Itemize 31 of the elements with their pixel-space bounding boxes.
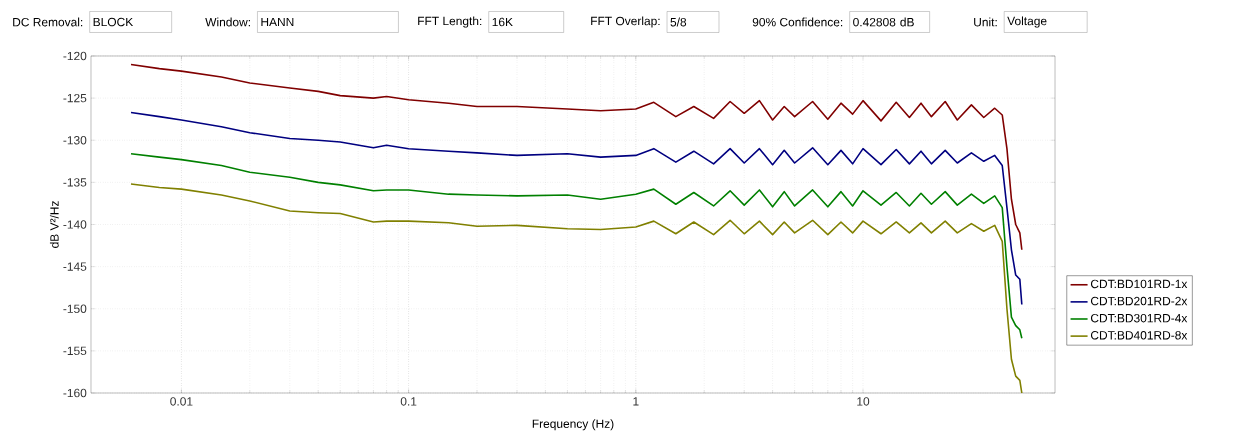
text: BLOCK [93, 17, 134, 27]
text: 90% Confidence: [752, 17, 843, 27]
x-tick-label: 0.01 [170, 397, 193, 406]
y-tick-label: -130 [63, 136, 87, 145]
text: Voltage [1007, 16, 1047, 28]
text: Window: [205, 17, 250, 27]
text: DC Removal: [13, 17, 83, 27]
text: 5/8 [670, 17, 687, 27]
y-tick-label: -160 [63, 388, 87, 398]
x-tick-label: 0.1 [400, 397, 417, 406]
text: FFT Overlap: [591, 16, 660, 28]
legend-label: CDT:BD201RD-2x [1090, 296, 1188, 306]
y-tick-label: -140 [63, 220, 87, 229]
y-tick-label: -135 [63, 178, 87, 187]
y-tick-label: -145 [63, 262, 87, 271]
y-tick-label: -155 [63, 346, 87, 356]
y-tick-label: -120 [63, 51, 87, 61]
text: 16K [492, 17, 513, 27]
y-tick-label: -150 [63, 304, 87, 313]
text: HANN [261, 17, 294, 27]
x-tick-label: 10 [857, 397, 870, 406]
x-axis-title: Frequency (Hz) [532, 419, 614, 431]
legend-label: CDT:BD401RD-8x [1090, 331, 1188, 340]
y-axis-title: dB V²/Hz [49, 201, 59, 248]
legend-label: CDT:BD101RD-1x [1090, 279, 1188, 289]
legend-label: CDT:BD301RD-4x [1090, 313, 1188, 323]
text: Unit: [974, 17, 997, 27]
y-tick-label: -125 [63, 93, 87, 103]
text: FFT Length: [418, 16, 482, 28]
text: 0.42808 dB [853, 17, 914, 27]
x-tick-label: 1 [633, 397, 639, 406]
